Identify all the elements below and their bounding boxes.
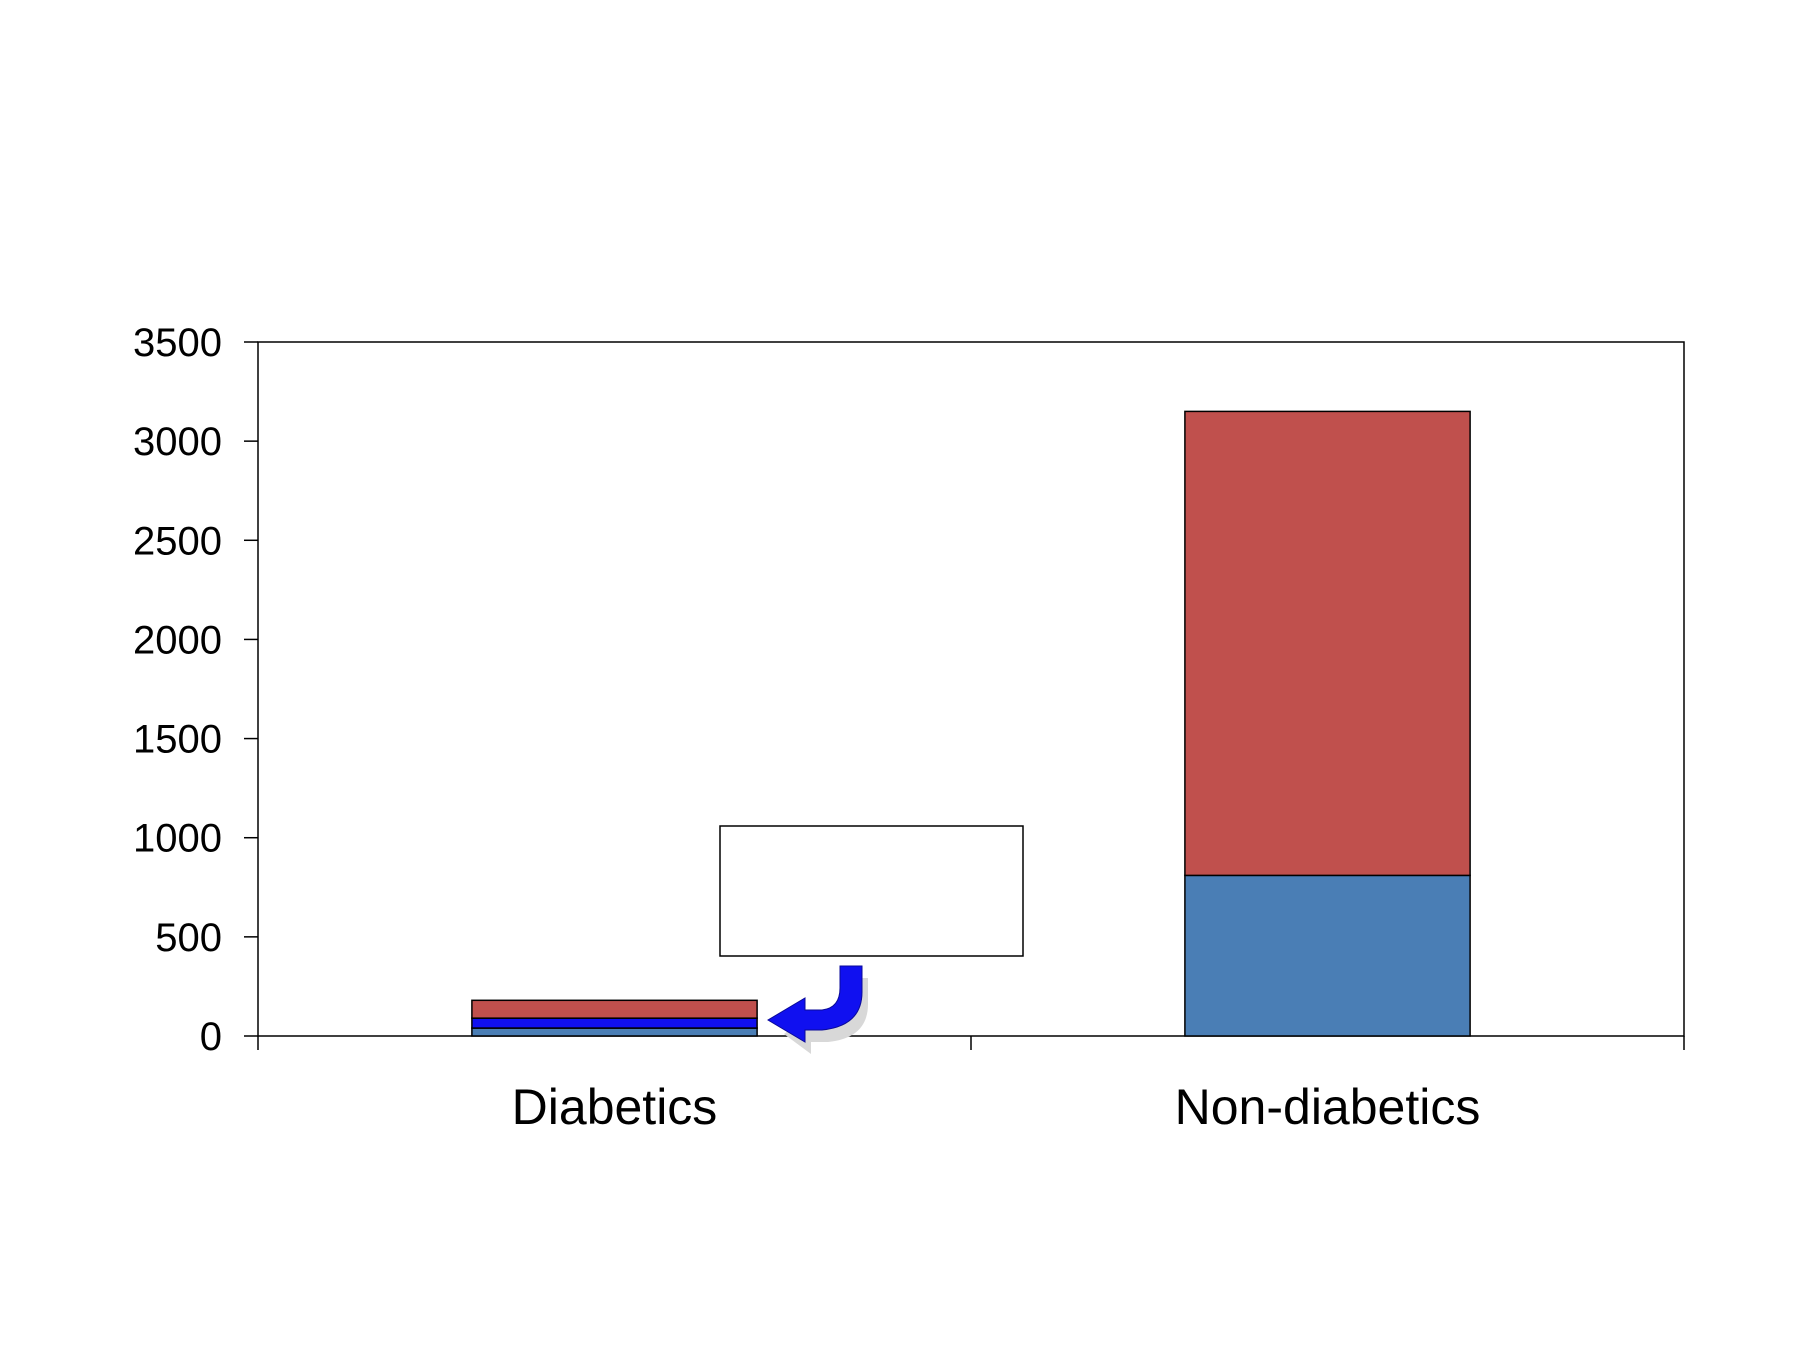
y-tick-label: 0: [200, 1015, 222, 1059]
bar-segment: [471, 1017, 758, 1029]
annotation-box: [719, 825, 1024, 957]
bar-segment: [1184, 410, 1471, 877]
bar-segment: [471, 999, 758, 1019]
y-axis: 0 500 1000 1500 2000 2500 3000 3500: [133, 321, 258, 1059]
bar-series-group: [471, 410, 1471, 1037]
y-tick-label: 2000: [133, 618, 222, 662]
annotation-group: [719, 825, 1024, 1054]
y-tick-label: 1000: [133, 817, 222, 861]
y-tick-label: 500: [155, 916, 222, 960]
bar-segment: [1184, 874, 1471, 1037]
x-axis: Diabetics Non-diabetics: [257, 1036, 1685, 1135]
curved-arrow-shape: [767, 965, 863, 1043]
x-category-label: Non-diabetics: [1175, 1079, 1481, 1135]
y-tick-label: 1500: [133, 718, 222, 762]
y-tick-label: 2500: [133, 519, 222, 563]
x-category-label: Diabetics: [512, 1079, 718, 1135]
curved-arrow-icon: [767, 965, 868, 1054]
bar-segment: [471, 1027, 758, 1037]
y-tick-label: 3500: [133, 321, 222, 365]
y-tick-label: 3000: [133, 420, 222, 464]
